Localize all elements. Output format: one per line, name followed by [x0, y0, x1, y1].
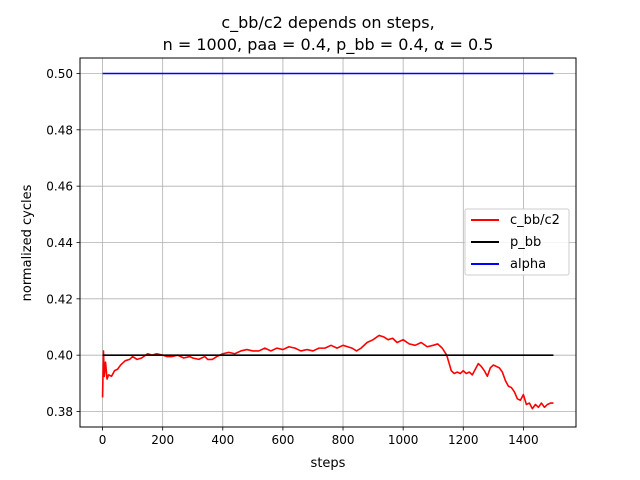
chart-title-line-1: c_bb/c2 depends on steps,: [221, 13, 434, 33]
x-tick-label: 1000: [388, 433, 419, 447]
legend: c_bb/c2 p_bb alpha: [464, 208, 570, 276]
x-tick-label: 200: [151, 433, 174, 447]
y-tick-label: 0.46: [46, 180, 73, 194]
y-tick-label: 0.48: [46, 123, 73, 137]
x-axis-label: steps: [311, 456, 346, 471]
x-tick-label: 1200: [448, 433, 479, 447]
y-tick-label: 0.50: [46, 67, 73, 81]
x-tick-label: 600: [271, 433, 294, 447]
x-tick-label: 800: [332, 433, 355, 447]
legend-box: [464, 208, 570, 276]
series-lines: [101, 72, 554, 410]
y-tick-label: 0.38: [46, 405, 73, 419]
y-axis-label: normalized cycles: [20, 184, 35, 301]
legend-label-c-bb-c2: c_bb/c2: [510, 213, 560, 228]
y-tick-label: 0.40: [46, 349, 73, 363]
y-tick-label: 0.42: [46, 292, 73, 306]
x-tick-label: 0: [99, 433, 107, 447]
x-tick-label: 400: [211, 433, 234, 447]
x-tick-label: 1400: [508, 433, 539, 447]
legend-label-alpha: alpha: [510, 257, 546, 272]
y-tick-label: 0.44: [46, 236, 73, 250]
chart-title-line-2: n = 1000, paa = 0.4, p_bb = 0.4, α = 0.5: [163, 35, 494, 55]
axis-ticks: 0 200 400 600 800 1000 1200 1400 0.38 0.40 0.42 0.4…: [46, 67, 538, 447]
legend-label-p-bb: p_bb: [510, 235, 541, 250]
